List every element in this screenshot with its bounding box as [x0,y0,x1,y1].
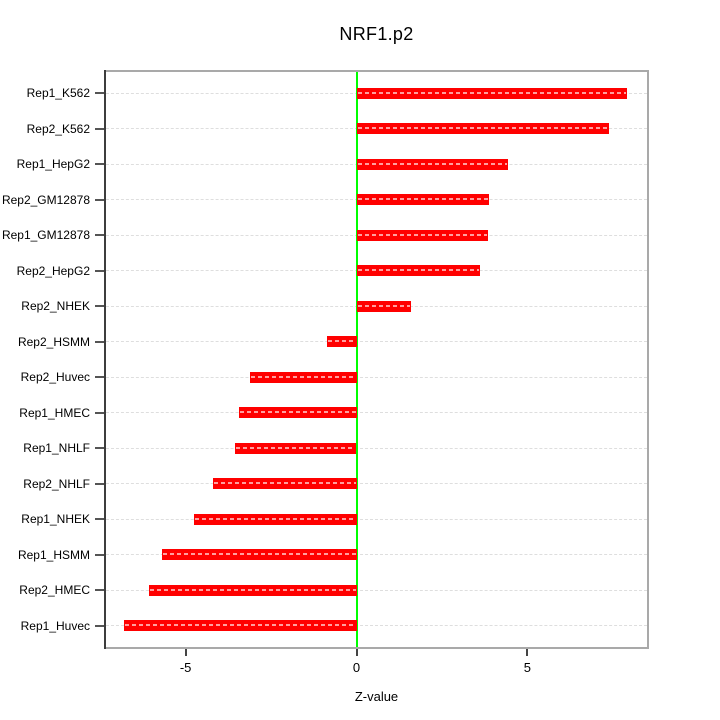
grid-line [106,554,647,556]
bar-Rep2_GM12878 [356,194,489,206]
x-tick-label: -5 [179,660,192,675]
y-label-Rep1_GM12878: Rep1_GM12878 [1,228,90,243]
bar-stripe [357,91,627,94]
y-label-Rep1_NHEK: Rep1_NHEK [21,512,90,527]
y-label-Rep2_Huvec: Rep2_Huvec [20,370,90,385]
bar-stripe [357,233,488,236]
y-tick [95,411,104,414]
y-label-Rep2_HSMM: Rep2_HSMM [17,334,90,349]
grid-line [106,376,647,378]
x-tick [526,649,529,656]
grid-line [106,341,647,343]
grid-line [106,447,647,449]
bar-stripe [357,304,411,307]
plot-area [104,70,649,649]
y-label-Rep1_HepG2: Rep1_HepG2 [16,157,90,172]
bar-Rep1_GM12878 [356,229,489,241]
bar-Rep1_HMEC [239,407,357,419]
bar-Rep1_HepG2 [356,158,508,170]
bar-stripe [240,411,356,414]
bar-stripe [357,127,609,130]
y-label-Rep2_NHLF: Rep2_NHLF [23,476,90,491]
y-tick [95,127,104,130]
y-tick [95,376,104,379]
y-tick [95,553,104,556]
y-tick [95,340,104,343]
bar-stripe [357,198,488,201]
bar-stripe [194,517,356,520]
y-tick [95,482,104,485]
bar-Rep1_HSMM [161,549,357,561]
y-axis-line [104,70,106,649]
y-label-Rep2_HepG2: Rep2_HepG2 [16,263,90,278]
y-label-Rep2_GM12878: Rep2_GM12878 [1,192,90,207]
chart-title: NRF1.p2 [339,24,414,44]
bar-stripe [124,624,356,627]
bar-stripe [328,340,356,343]
bar-stripe [149,588,356,591]
y-label-Rep1_K562: Rep1_K562 [26,86,90,100]
bar-Rep2_HSMM [327,336,357,348]
bar-Rep2_Huvec [249,371,357,383]
bar-stripe [236,446,356,449]
y-tick [95,305,104,308]
y-tick [95,624,104,627]
y-tick [95,198,104,201]
y-label-Rep1_NHLF: Rep1_NHLF [23,441,90,456]
y-tick [95,234,104,237]
x-tick [355,649,358,656]
y-label-Rep2_HMEC: Rep2_HMEC [19,583,90,598]
y-tick [95,447,104,450]
y-tick [95,269,104,272]
x-tick-label: 5 [523,660,531,675]
grid-line [106,625,647,627]
grid-line [106,483,647,485]
bar-Rep1_NHEK [193,513,357,525]
bar-stripe [213,482,356,485]
x-tick [184,649,187,656]
bar-stripe [357,269,479,272]
bar-Rep2_HMEC [148,584,357,596]
grid-line [106,589,647,591]
x-tick-label: 0 [352,660,361,675]
bar-Rep1_Huvec [123,620,357,632]
y-label-Rep1_Huvec: Rep1_Huvec [20,618,90,633]
y-tick [95,92,104,94]
bar-stripe [357,162,507,165]
y-tick [95,589,104,592]
x-axis-label: Z-value [354,689,399,704]
y-label-Rep1_HSMM: Rep1_HSMM [17,547,90,562]
y-label-Rep2_K562: Rep2_K562 [26,121,90,136]
bar-stripe [250,375,356,378]
y-tick [95,518,104,521]
bar-Rep2_K562 [356,123,610,135]
zero-line [355,72,358,647]
bar-Rep1_NHLF [235,442,357,454]
bar-Rep2_NHEK [356,300,412,312]
bar-Rep2_HepG2 [356,265,480,277]
y-label-Rep2_NHEK: Rep2_NHEK [21,299,90,314]
y-label-Rep1_HMEC: Rep1_HMEC [19,405,90,420]
grid-line [106,412,647,414]
y-tick [95,163,104,166]
bar-stripe [162,553,356,556]
bar-Rep2_NHLF [212,478,357,490]
bar-Rep1_K562 [356,87,628,99]
grid-line [106,518,647,520]
